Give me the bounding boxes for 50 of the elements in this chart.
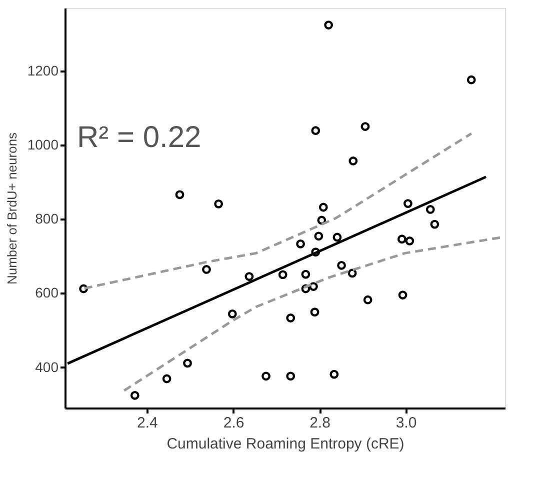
point (332, 232, 342, 242)
point (130, 390, 140, 400)
x-tick-label: 3.0 (396, 414, 417, 432)
x-tick-label: 2.8 (310, 414, 330, 432)
point (301, 284, 310, 294)
point (309, 282, 318, 291)
point (403, 199, 412, 208)
point (348, 156, 358, 166)
point (79, 284, 88, 294)
point (363, 295, 372, 304)
point (278, 270, 288, 280)
y-tick-label: 600 (35, 284, 59, 301)
point (317, 216, 326, 225)
point (397, 234, 406, 244)
point (360, 122, 370, 131)
y-axis-title: Number of BrdU+ neurons (4, 132, 20, 285)
point (286, 372, 296, 381)
y-tick-label: 800 (35, 210, 59, 227)
point (296, 239, 305, 248)
point (426, 205, 435, 214)
x-axis-title: Cumulative Roaming Entropy (cRE) (166, 436, 404, 452)
point (314, 232, 324, 241)
point (202, 265, 211, 274)
y-tick-label: 1000 (27, 136, 59, 153)
point (337, 260, 346, 270)
y-tick-label: 400 (35, 358, 59, 375)
point (348, 268, 357, 278)
point (183, 358, 192, 368)
point (286, 314, 296, 322)
point (330, 370, 339, 379)
point (228, 309, 237, 318)
point (214, 199, 224, 208)
x-tick-label: 2.4 (137, 414, 158, 432)
point (405, 236, 414, 246)
point (311, 126, 320, 136)
point (318, 202, 328, 212)
point (301, 270, 310, 279)
point (244, 272, 254, 281)
annotation: R² = 0.22 (77, 121, 202, 154)
y-tick-label: 1200 (27, 62, 59, 78)
point (311, 248, 320, 257)
x-tick-label: 2.6 (223, 414, 244, 432)
point (175, 190, 184, 200)
point (466, 75, 476, 84)
point (162, 374, 172, 384)
point (310, 308, 320, 317)
point (430, 220, 440, 229)
point (262, 372, 270, 381)
point (398, 290, 408, 300)
point (324, 20, 334, 30)
